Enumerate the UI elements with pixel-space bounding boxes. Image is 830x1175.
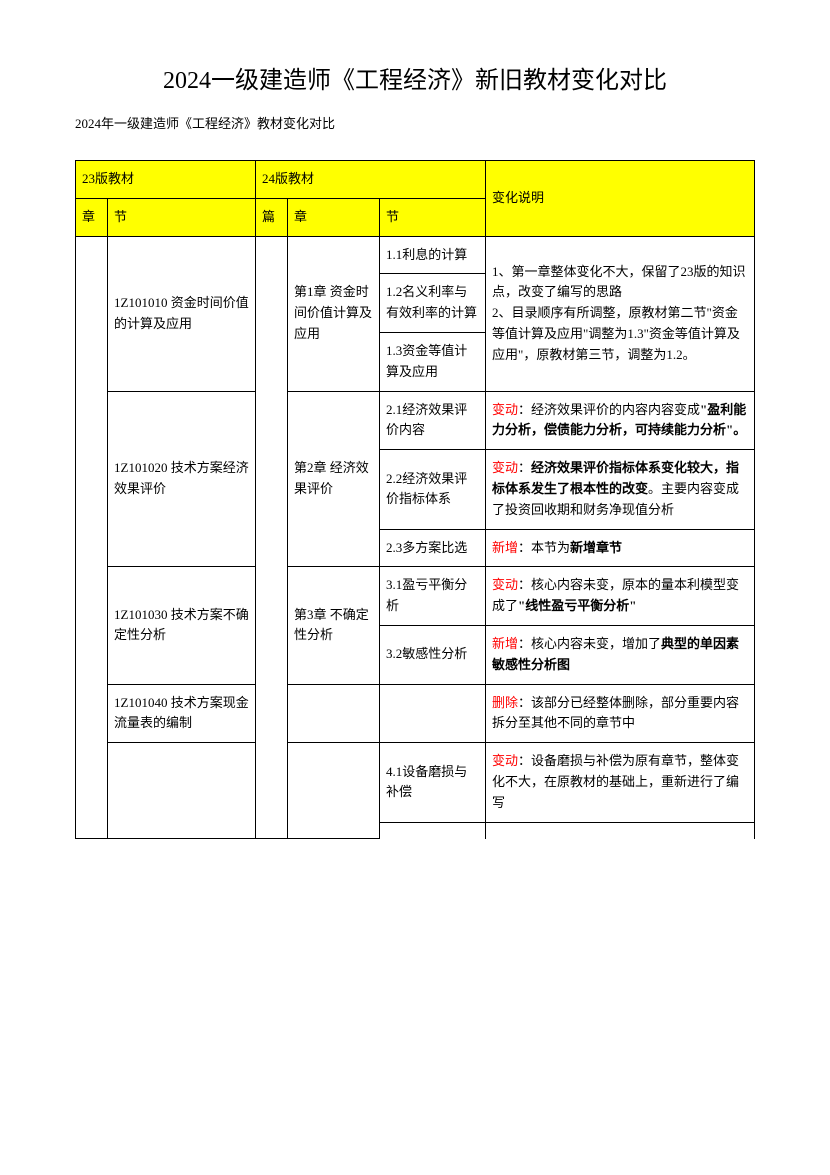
tag-change: 变动 xyxy=(492,402,518,417)
cell-sec23: 1Z101030 技术方案不确定性分析 xyxy=(108,567,256,684)
tag-change: 变动 xyxy=(492,753,518,768)
note-text: ：核心内容未变，增加了 xyxy=(518,636,661,651)
tag-change: 变动 xyxy=(492,460,518,475)
cell-note: 变动：经济效果评价的内容内容变成"盈利能力分析，偿债能力分析，可持续能力分析"。 xyxy=(486,391,755,450)
header-v23: 23版教材 xyxy=(76,161,256,199)
cell-note: 删除：该部分已经整体删除，部分重要内容拆分至其他不同的章节中 xyxy=(486,684,755,743)
cell-ch24 xyxy=(288,684,380,743)
cell-sec23: 1Z101020 技术方案经济效果评价 xyxy=(108,391,256,567)
cell-sec24: 1.3资金等值计算及应用 xyxy=(380,332,486,391)
cell-sec23: 1Z101010 资金时间价值的计算及应用 xyxy=(108,236,256,391)
note-text: ：设备磨损与补偿为原有章节，整体变化不大，在原教材的基础上，重新进行了编写 xyxy=(492,753,739,810)
page-subtitle: 2024年一级建造师《工程经济》教材变化对比 xyxy=(75,113,755,132)
cell-sec24: 3.1盈亏平衡分析 xyxy=(380,567,486,626)
note-text: ：经济效果评价的内容内容变成 xyxy=(518,402,700,417)
note-bold: "线性盈亏平衡分析" xyxy=(518,598,636,613)
cell-ch24: 第1章 资金时间价值计算及应用 xyxy=(288,236,380,391)
tag-add: 新增 xyxy=(492,540,518,555)
cell-sec24 xyxy=(380,822,486,839)
cell-note: 变动：设备磨损与补偿为原有章节，整体变化不大，在原教材的基础上，重新进行了编写 xyxy=(486,743,755,822)
cell-sec24: 2.2经济效果评价指标体系 xyxy=(380,450,486,529)
header-change: 变化说明 xyxy=(486,161,755,237)
cell-sec23: 1Z101040 技术方案现金流量表的编制 xyxy=(108,684,256,743)
cell-sec24: 4.1设备磨损与补偿 xyxy=(380,743,486,822)
cell-sec24: 1.2名义利率与有效利率的计算 xyxy=(380,274,486,333)
cell-ch24: 第3章 不确定性分析 xyxy=(288,567,380,684)
table-row: 1Z101020 技术方案经济效果评价 第2章 经济效果评价 2.1经济效果评价… xyxy=(76,391,755,450)
cell-sec24: 2.3多方案比选 xyxy=(380,529,486,567)
page-title: 2024一级建造师《工程经济》新旧教材变化对比 xyxy=(75,60,755,95)
header-section-23: 节 xyxy=(108,198,256,236)
cell-note xyxy=(486,822,755,839)
cell-sec24: 2.1经济效果评价内容 xyxy=(380,391,486,450)
note-text: ： xyxy=(518,460,531,475)
cell-pian xyxy=(256,236,288,838)
header-chapter-23: 章 xyxy=(76,198,108,236)
cell-sec23 xyxy=(108,743,256,839)
table-row: 1Z101040 技术方案现金流量表的编制 删除：该部分已经整体删除，部分重要内… xyxy=(76,684,755,743)
tag-delete: 删除 xyxy=(492,695,518,710)
cell-note: 新增：本节为新增章节 xyxy=(486,529,755,567)
cell-ch23 xyxy=(76,236,108,838)
table-row: 4.1设备磨损与补偿 变动：设备磨损与补偿为原有章节，整体变化不大，在原教材的基… xyxy=(76,743,755,822)
note-bold: 新增章节 xyxy=(570,540,622,555)
header-section-24: 节 xyxy=(380,198,486,236)
cell-ch24 xyxy=(288,743,380,839)
note-text: ：本节为 xyxy=(518,540,570,555)
cell-note: 新增：核心内容未变，增加了典型的单因素敏感性分析图 xyxy=(486,625,755,684)
cell-note: 变动：核心内容未变，原本的量本利模型变成了"线性盈亏平衡分析" xyxy=(486,567,755,626)
header-v24: 24版教材 xyxy=(256,161,486,199)
cell-sec24: 3.2敏感性分析 xyxy=(380,625,486,684)
tag-change: 变动 xyxy=(492,577,518,592)
cell-sec24 xyxy=(380,684,486,743)
cell-note: 变动：经济效果评价指标体系变化较大，指标体系发生了根本性的改变。主要内容变成了投… xyxy=(486,450,755,529)
cell-ch24: 第2章 经济效果评价 xyxy=(288,391,380,567)
table-row: 1Z101010 资金时间价值的计算及应用 第1章 资金时间价值计算及应用 1.… xyxy=(76,236,755,274)
cell-note: 1、第一章整体变化不大，保留了23版的知识点，改变了编写的思路 2、目录顺序有所… xyxy=(486,236,755,391)
tag-add: 新增 xyxy=(492,636,518,651)
cell-sec24: 1.1利息的计算 xyxy=(380,236,486,274)
table-row: 1Z101030 技术方案不确定性分析 第3章 不确定性分析 3.1盈亏平衡分析… xyxy=(76,567,755,626)
table-header-row: 23版教材 24版教材 变化说明 xyxy=(76,161,755,199)
header-chapter-24: 章 xyxy=(288,198,380,236)
comparison-table: 23版教材 24版教材 变化说明 章 节 篇 章 节 1Z101010 资金时间… xyxy=(75,160,755,839)
header-pian: 篇 xyxy=(256,198,288,236)
note-text: ：该部分已经整体删除，部分重要内容拆分至其他不同的章节中 xyxy=(492,695,739,731)
